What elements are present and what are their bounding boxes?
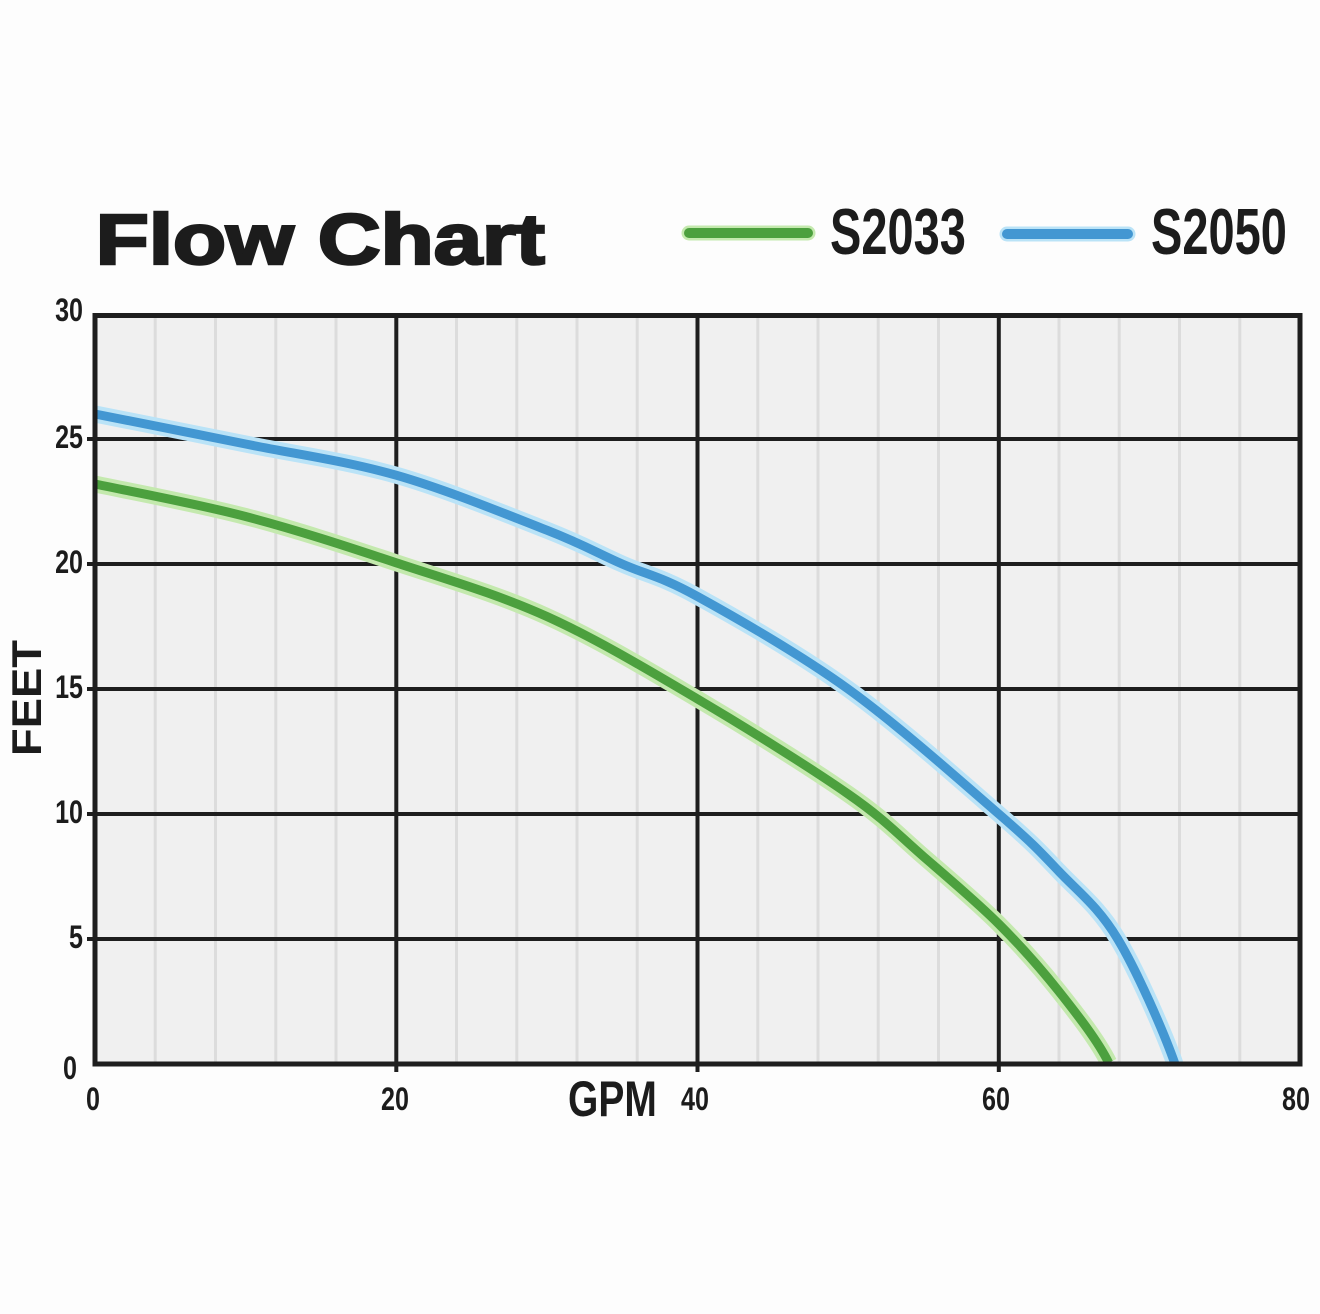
svg-text:30: 30	[55, 293, 83, 329]
svg-text:FEET: FEET	[4, 640, 51, 756]
svg-text:10: 10	[55, 795, 83, 831]
svg-text:Flow Chart: Flow Chart	[96, 200, 545, 280]
svg-text:0: 0	[86, 1082, 100, 1118]
svg-text:80: 80	[1282, 1082, 1310, 1118]
svg-text:0: 0	[63, 1051, 77, 1087]
svg-text:20: 20	[381, 1082, 409, 1118]
svg-text:60: 60	[982, 1082, 1010, 1118]
svg-text:15: 15	[55, 670, 83, 706]
svg-text:S2033: S2033	[830, 197, 966, 269]
svg-text:S2050: S2050	[1151, 197, 1287, 269]
svg-text:25: 25	[55, 420, 83, 456]
svg-text:GPM: GPM	[568, 1070, 657, 1127]
svg-text:5: 5	[69, 920, 83, 956]
svg-text:40: 40	[681, 1082, 709, 1118]
svg-text:20: 20	[55, 545, 83, 581]
